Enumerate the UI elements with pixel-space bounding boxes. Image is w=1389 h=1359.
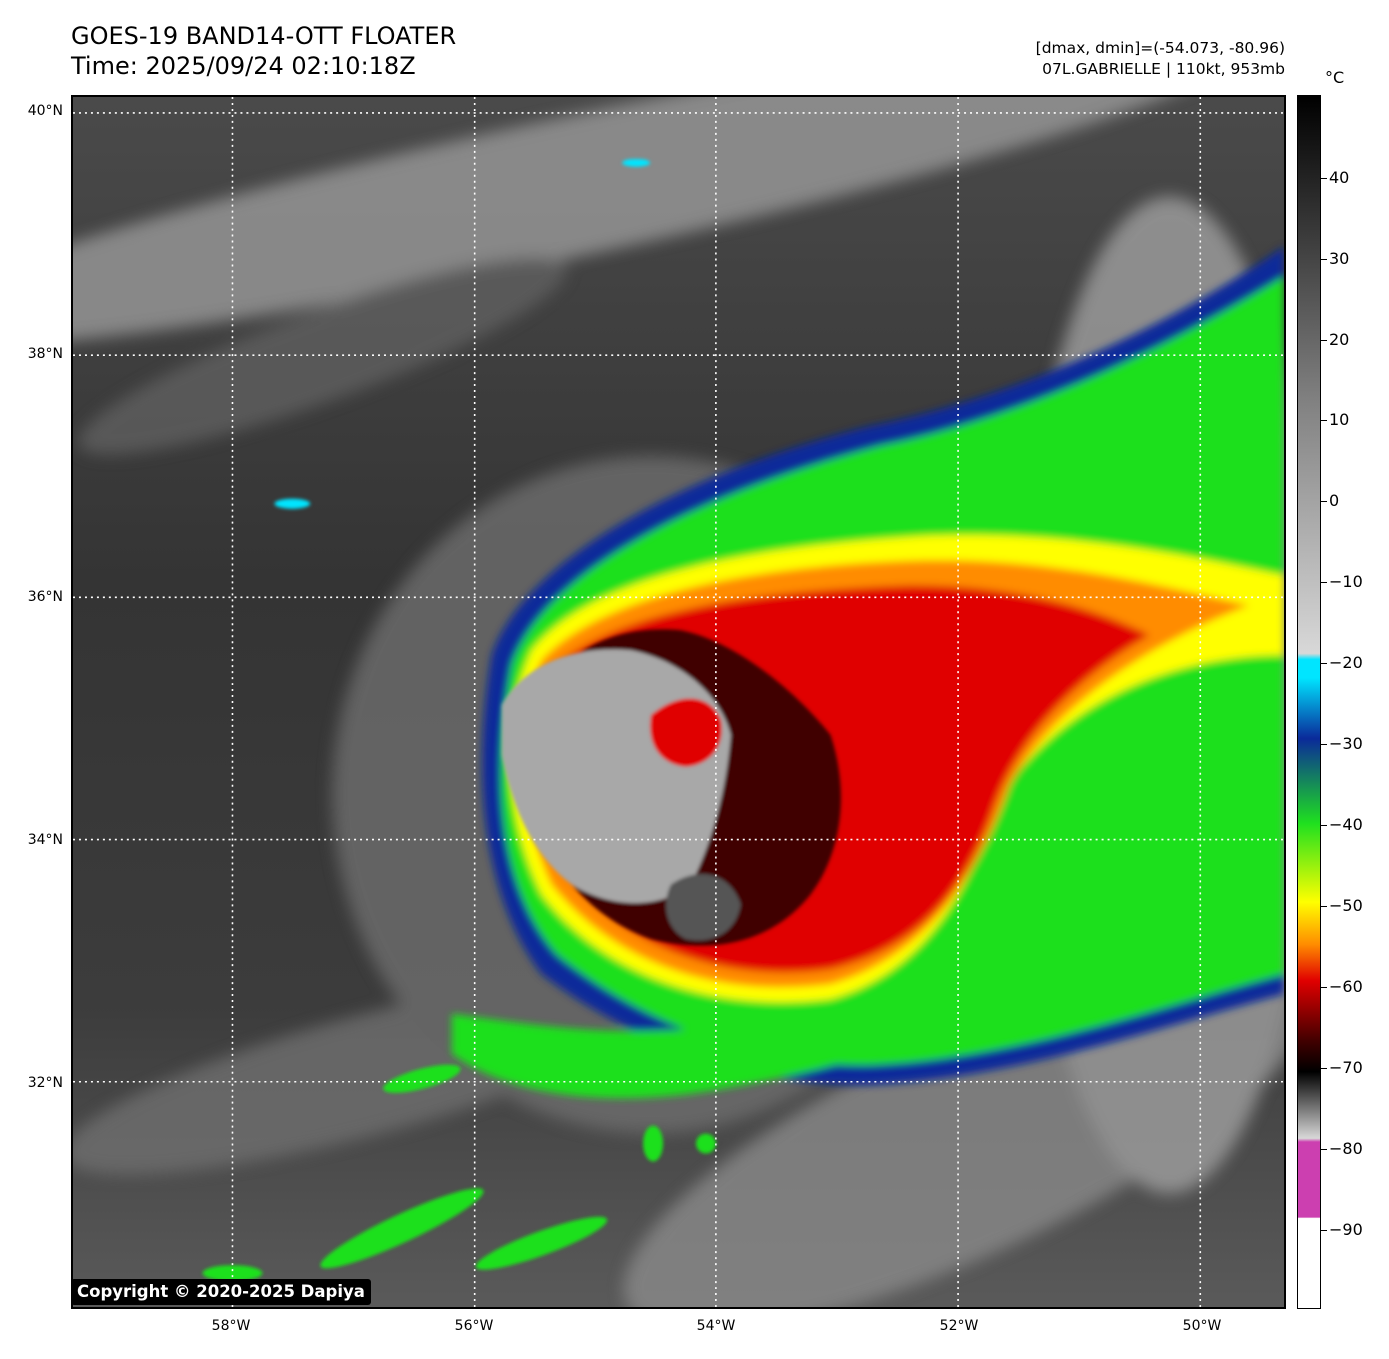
colorbar-label: 10: [1329, 410, 1350, 429]
colorbar-tick: [1321, 987, 1327, 988]
lat-label-34n: 34°N: [27, 832, 63, 848]
colorbar-label: 30: [1329, 249, 1350, 268]
chart-title: GOES-19 BAND14-OTT FLOATER: [71, 22, 457, 50]
lat-label-36n: 36°N: [27, 589, 63, 605]
lat-label-40n: 40°N: [27, 103, 63, 119]
lon-label-58w: 58°W: [211, 1318, 251, 1334]
colorbar-tick: [1321, 906, 1327, 907]
colorbar-label: −90: [1329, 1220, 1363, 1239]
colorbar-label: −40: [1329, 815, 1363, 834]
lon-label-54w: 54°W: [696, 1318, 736, 1334]
lon-label-52w: 52°W: [939, 1318, 979, 1334]
lat-label-38n: 38°N: [27, 346, 63, 362]
satellite-imagery: [73, 97, 1284, 1307]
colorbar-tick: [1321, 420, 1327, 421]
graticule: [73, 97, 1284, 1307]
colorbar-label: 0: [1329, 491, 1340, 510]
colorbar-tick: [1321, 501, 1327, 502]
colorbar-tick: [1321, 259, 1327, 260]
colorbar-label: 40: [1329, 168, 1350, 187]
colorbar-tick: [1321, 582, 1327, 583]
colorbar-label: 20: [1329, 330, 1350, 349]
colorbar-label: −80: [1329, 1139, 1363, 1158]
colorbar-tick: [1321, 663, 1327, 664]
satellite-map: [71, 95, 1286, 1309]
colorbar-unit: °C: [1325, 68, 1345, 87]
colorbar-tick: [1321, 744, 1327, 745]
colorbar-label: −70: [1329, 1058, 1363, 1077]
colorbar-tick: [1321, 178, 1327, 179]
observation-time: Time: 2025/09/24 02:10:18Z: [71, 52, 416, 80]
colorbar-tick: [1321, 340, 1327, 341]
colorbar-label: −50: [1329, 896, 1363, 915]
lat-label-32n: 32°N: [27, 1075, 63, 1091]
colorbar-tick: [1321, 825, 1327, 826]
colorbar-tick: [1321, 1068, 1327, 1069]
colorbar-label: −10: [1329, 572, 1363, 591]
lon-label-50w: 50°W: [1182, 1318, 1222, 1334]
copyright-notice: Copyright © 2020-2025 Dapiya: [71, 1279, 371, 1305]
colorbar-label: −30: [1329, 734, 1363, 753]
lon-label-56w: 56°W: [454, 1318, 494, 1334]
colorbar-label: −60: [1329, 977, 1363, 996]
colorbar-tick: [1321, 1149, 1327, 1150]
colorbar-tick: [1321, 1230, 1327, 1231]
colorbar-label: −20: [1329, 653, 1363, 672]
storm-info: 07L.GABRIELLE | 110kt, 953mb: [1042, 60, 1285, 78]
dmax-dmin-readout: [dmax, dmin]=(-54.073, -80.96): [1035, 39, 1285, 57]
colorbar: [1297, 95, 1321, 1309]
